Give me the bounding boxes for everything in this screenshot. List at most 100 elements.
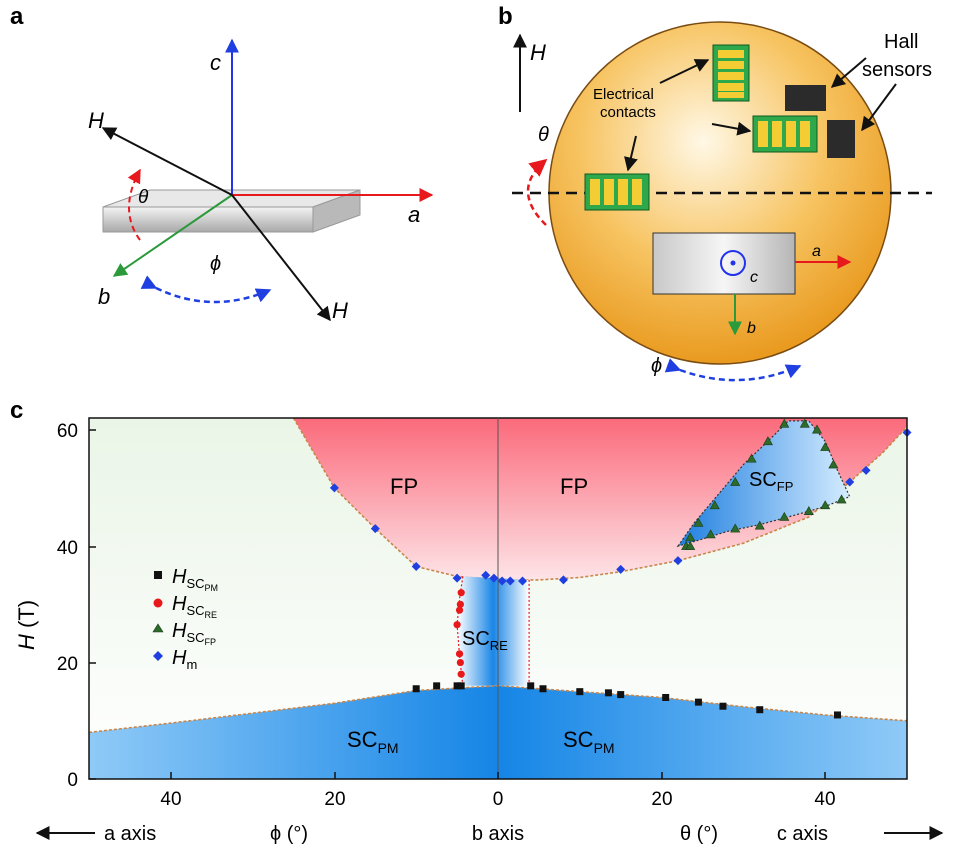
data-point-h-sc-pm <box>604 689 612 697</box>
data-point-h-sc-fp <box>730 523 741 533</box>
data-point-h-m <box>505 576 515 586</box>
axis-b-arrow <box>112 194 233 277</box>
data-point-h-sc-re <box>453 621 461 629</box>
field-h-arrow-upper <box>101 127 233 196</box>
phi-label-b: ϕ <box>651 355 662 377</box>
data-point-h-m <box>370 524 380 534</box>
data-point-h-m <box>489 573 499 583</box>
data-point-h-sc-re <box>457 589 465 597</box>
data-point-h-sc-fp <box>803 506 814 515</box>
data-point-h-sc-re <box>455 650 464 658</box>
x-tick-label: 40 <box>160 789 181 810</box>
data-point-h-sc-fp <box>746 453 757 463</box>
panel-c: c 0 20 40 60 H (T) 40 20 0 20 <box>10 397 944 845</box>
theta-label-b: θ <box>538 124 549 146</box>
contacts-pointer-2 <box>711 121 752 136</box>
fp-boundary-line <box>292 417 908 581</box>
data-point-h-sc-fp <box>820 500 831 510</box>
axis-a-label: a <box>408 202 420 227</box>
data-point-h-m <box>411 561 421 571</box>
hall-label-line2: sensors <box>862 59 932 81</box>
data-point-h-sc-fp <box>779 418 790 428</box>
data-point-h-sc-fp <box>799 418 810 428</box>
legend-entry: HSCRE <box>153 593 217 620</box>
legend-label: HSCPM <box>172 566 218 593</box>
panel-c-letter: c <box>10 397 23 424</box>
y-axis: 0 20 40 60 H (T) <box>14 421 96 791</box>
data-point-h-sc-fp <box>828 459 839 469</box>
data-point-h-sc-pm <box>662 693 670 701</box>
field-h-arrow-lower <box>231 194 331 322</box>
x-tick-label: 0 <box>493 789 504 810</box>
data-point-h-m <box>558 575 568 585</box>
data-point-h-sc-pm <box>457 682 465 690</box>
panel-b: b H θ <box>498 3 932 382</box>
field-h-label-upper: H <box>88 108 104 133</box>
y-tick-label: 20 <box>57 654 78 675</box>
data-point-h-sc-pm <box>617 691 625 699</box>
contact-pad-left <box>584 173 650 211</box>
hall-pointer-1 <box>830 57 867 88</box>
contact-pad-vertical <box>712 44 750 102</box>
region-sc-re-area <box>457 576 530 686</box>
data-point-h-m <box>861 465 871 475</box>
data-point-h-sc-pm <box>694 698 702 706</box>
data-point-h-sc-pm <box>453 682 461 690</box>
panel-a-letter: a <box>10 3 24 30</box>
data-point-h-sc-pm <box>527 682 535 690</box>
data-point-h-sc-fp <box>754 520 765 530</box>
axis-c-label-b: c <box>750 269 758 286</box>
region-sc-re-sub: RE <box>490 638 508 653</box>
hall-label-line1: Hall <box>884 31 918 53</box>
y-tick-label: 0 <box>67 770 78 791</box>
theta-rotation-arrow-a <box>127 168 141 241</box>
axis-c-dot <box>730 260 736 266</box>
axis-c-label: c <box>210 50 221 75</box>
data-point-h-sc-fp <box>762 436 773 446</box>
data-point-h-m <box>329 483 339 493</box>
contacts-pointer-3 <box>624 135 638 172</box>
axis-c-out-of-plane <box>720 250 746 276</box>
legend-entry: Hm <box>153 647 197 672</box>
data-point-h-m <box>616 564 626 574</box>
region-sc-fp-sub: FP <box>777 479 794 494</box>
data-point-h-m <box>452 573 462 583</box>
y-tick-label: 40 <box>57 538 78 559</box>
data-points <box>329 418 912 719</box>
data-point-h-sc-pm <box>756 706 764 714</box>
phi-bottom-label: ϕ (°) <box>270 823 308 845</box>
axis-b-label: b <box>98 284 110 309</box>
region-fp-left: FP <box>390 474 418 499</box>
data-point-h-sc-pm <box>412 685 420 693</box>
region-sc-pm-left: SCPM <box>347 727 399 756</box>
panel-b-letter: b <box>498 3 513 30</box>
region-sc-fp-main: SC <box>749 469 777 491</box>
data-point-h-sc-pm <box>576 688 584 696</box>
data-point-h-m <box>481 570 491 580</box>
panel-a: a c a b H H θ ϕ <box>10 3 434 323</box>
y-axis-label-symbol: H <box>14 634 39 650</box>
region-fp-right: FP <box>560 474 588 499</box>
data-point-h-sc-pm <box>719 702 727 710</box>
y-axis-label-unit: (T) <box>14 600 39 634</box>
data-point-h-m <box>497 576 507 586</box>
x-tick-label: 40 <box>814 789 835 810</box>
region-sc-re: SCRE <box>462 628 508 653</box>
legend-label: HSCRE <box>172 593 217 620</box>
x-tick-label: 20 <box>651 789 672 810</box>
region-sc-pm-right: SCPM <box>563 727 615 756</box>
phi-rotation-arrow-b <box>664 358 802 382</box>
data-point-h-sc-re <box>455 606 464 614</box>
data-point-h-sc-pm <box>433 682 441 690</box>
contacts-pointer-1 <box>659 59 710 84</box>
theta-label-a: θ <box>138 187 149 208</box>
data-point-h-sc-re <box>456 658 464 667</box>
legend: HSCPM HSCRE HSCFP Hm <box>152 566 218 672</box>
region-sc-fp-area <box>676 420 851 548</box>
data-point-h-sc-fp <box>709 500 720 510</box>
legend-label: Hm <box>172 647 197 672</box>
legend-label: HSCFP <box>172 620 216 647</box>
c-axis-bottom-label: c axis <box>777 823 828 845</box>
data-point-h-sc-fp <box>779 511 790 521</box>
